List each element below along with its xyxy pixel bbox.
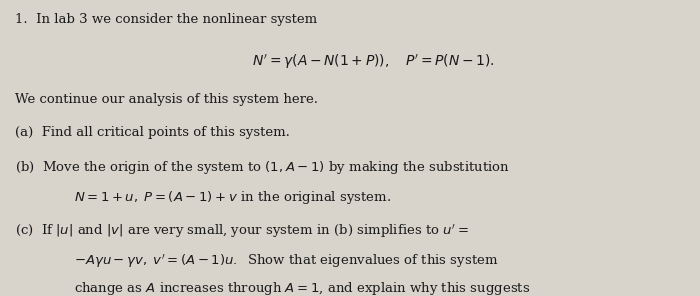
- Text: (b)  Move the origin of the system to $(1, A-1)$ by making the substitution: (b) Move the origin of the system to $(1…: [15, 159, 510, 176]
- Text: $N = 1+u,\; P = (A-1)+v$ in the original system.: $N = 1+u,\; P = (A-1)+v$ in the original…: [74, 189, 391, 206]
- Text: (a)  Find all critical points of this system.: (a) Find all critical points of this sys…: [15, 126, 290, 139]
- Text: 1.  In lab 3 we consider the nonlinear system: 1. In lab 3 we consider the nonlinear sy…: [15, 13, 318, 26]
- Text: change as $A$ increases through $A = 1$, and explain why this suggests: change as $A$ increases through $A = 1$,…: [74, 280, 530, 296]
- Text: $-A\gamma u - \gamma v,\; v' = (A-1)u.\;$ Show that eigenvalues of this system: $-A\gamma u - \gamma v,\; v' = (A-1)u.\;…: [74, 252, 498, 270]
- Text: (c)  If $|u|$ and $|v|$ are very small, your system in (b) simplifies to $u' =$: (c) If $|u|$ and $|v|$ are very small, y…: [15, 223, 469, 240]
- Text: $N' = \gamma(A - N(1+P)),\quad P' = P(N-1).$: $N' = \gamma(A - N(1+P)),\quad P' = P(N-…: [252, 53, 495, 71]
- Text: We continue our analysis of this system here.: We continue our analysis of this system …: [15, 93, 318, 106]
